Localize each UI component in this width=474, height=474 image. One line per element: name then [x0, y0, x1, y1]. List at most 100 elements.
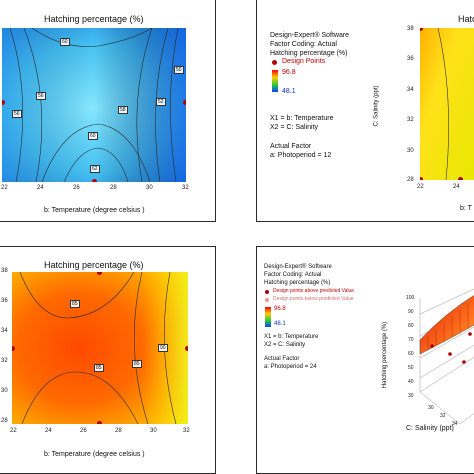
panel-a-contour-label: 58 — [118, 106, 128, 114]
panel-a-contour-label: 62 — [90, 165, 100, 173]
panel-c-y-tick: 30 — [1, 388, 8, 394]
panel-d-color-legend — [265, 307, 271, 327]
panel-c-design-point — [97, 272, 102, 275]
panel-a-contour-label: 50 — [174, 66, 184, 74]
panel-d-legend-max: 96.8 — [274, 306, 286, 312]
panel-b-title-partial: Hatchi — [458, 14, 474, 24]
panel-c-design-point — [97, 421, 102, 424]
panel-b-y-axis-label: C: Salinity (ppt) — [373, 85, 380, 127]
panel-b-design-points-legend: Design Points — [282, 58, 326, 65]
panel-c-contour-plot: 85 90 85 85 — [12, 272, 188, 424]
panel-c-y-tick: 34 — [1, 328, 8, 334]
panel-c-design-point — [185, 346, 188, 351]
panel-d-frame — [256, 246, 474, 474]
panel-c-title: Hatching percentage (%) — [44, 260, 144, 270]
panel-c-x-tick: 22 — [10, 428, 17, 434]
panel-c-x-tick: 28 — [115, 428, 122, 434]
panel-d-above-dot — [265, 290, 269, 294]
panel-d-z-tick: 80 — [408, 323, 414, 329]
panel-c-x-tick: 32 — [183, 428, 190, 434]
panel-c-y-tick: 28 — [1, 418, 8, 424]
panel-d-x-tick: 34 — [452, 421, 458, 427]
panel-a-x-tick: 32 — [182, 185, 189, 191]
panel-c-contour-label: 85 — [70, 300, 80, 308]
panel-d-below-dot — [265, 298, 269, 302]
panel-d-x-tick: 32 — [440, 413, 446, 419]
panel-d-x2: X2 = C: Salinity — [264, 342, 306, 348]
panel-b-actual-factor: Actual Factor — [270, 143, 312, 150]
panel-a-x-tick: 24 — [37, 185, 44, 191]
panel-b-y-tick: 34 — [407, 87, 414, 93]
panel-d-x-tick: 30 — [428, 405, 434, 411]
panel-a-x-tick: 28 — [110, 185, 117, 191]
panel-c-contour-label: 85 — [94, 364, 104, 372]
panel-d-actual-factor: Actual Factor — [264, 356, 300, 362]
panel-c-design-point — [12, 346, 15, 351]
panel-c-x-tick: 26 — [80, 428, 87, 434]
panel-b-design-point — [420, 177, 423, 180]
panel-a-contour-label: 60 — [88, 132, 98, 140]
panel-a-contour-plot: 60 56 56 58 60 62 52 50 — [2, 28, 186, 182]
panel-b-response: Hatching percentage (%) — [270, 50, 348, 57]
panel-b-x-axis-label-partial: b: T — [460, 205, 472, 212]
panel-c-contour-label: 85 — [132, 360, 142, 368]
panel-d-software: Design-Expert® Software — [264, 264, 332, 270]
panel-b-legend-max: 96.8 — [282, 69, 296, 76]
panel-c-contour-label: 90 — [158, 344, 168, 352]
panel-d-below-legend: Design points below predicted Value — [273, 296, 354, 302]
panel-b-y-tick: 36 — [407, 56, 414, 62]
panel-b-coding: Factor Coding: Actual — [270, 41, 337, 48]
panel-d-z-tick: 90 — [408, 309, 414, 315]
panel-d-z-tick: 60 — [408, 351, 414, 357]
panel-b-design-point — [458, 177, 463, 180]
panel-b-y-tick: 28 — [407, 177, 414, 183]
panel-b-contour-svg — [420, 28, 474, 180]
panel-d-above-legend: Design points above predicted Value — [273, 288, 355, 294]
panel-d-coding: Factor Coding: Actual — [264, 272, 322, 278]
panel-b-factor-value: a: Photoperiod = 12 — [270, 152, 332, 159]
panel-b-contour-plot — [420, 28, 474, 180]
panel-d-response: Hatching percentage (%) — [264, 280, 331, 286]
panel-d-z-tick: 40 — [408, 379, 414, 385]
panel-d-x-axis-label: C: Salinity (ppt) — [406, 425, 454, 432]
panel-d-z-tick: 50 — [408, 365, 414, 371]
panel-a-title: Hatching percentage (%) — [44, 14, 144, 24]
panel-c-y-tick: 38 — [1, 268, 8, 274]
panel-a-contour-label: 56 — [12, 110, 22, 118]
panel-d-z-axis-label: Hatching percentage (%) — [382, 321, 389, 389]
panel-b-x-tick: 22 — [417, 184, 424, 190]
panel-a-x-axis-label: b: Temperature (degree celsius ) — [44, 207, 145, 214]
panel-d-legend-min: 48.1 — [274, 321, 286, 327]
panel-a-design-point — [2, 100, 5, 105]
panel-a-contour-svg — [2, 28, 186, 182]
panel-d-surface-svg — [419, 288, 474, 425]
panel-d-surface-plot — [404, 284, 474, 434]
panel-b-y-tick: 32 — [407, 117, 414, 123]
panel-a-x-tick: 22 — [1, 185, 8, 191]
panel-a-design-point — [92, 179, 97, 182]
panel-c-x-tick: 24 — [45, 428, 52, 434]
panel-d-factor-value: a: Photoperiod = 24 — [264, 364, 317, 370]
panel-a-contour-label: 56 — [36, 92, 46, 100]
panel-b-software: Design-Expert® Software — [270, 32, 350, 39]
panel-d-z-tick: 30 — [408, 393, 414, 399]
panel-a-contour-label: 60 — [60, 38, 70, 46]
panel-b-design-point-legend-dot — [272, 60, 277, 65]
panel-c-x-tick: 30 — [150, 428, 157, 434]
panel-c-x-axis-label: b: Temperature (degree celsius ) — [44, 451, 145, 458]
panel-a-x-tick: 30 — [146, 185, 153, 191]
panel-b-x2: X2 = C: Salinity — [270, 124, 319, 131]
panel-c-y-tick: 32 — [1, 358, 8, 364]
panel-a-x-tick: 26 — [73, 185, 80, 191]
panel-d-z-tick: 70 — [408, 337, 414, 343]
panel-b-y-tick: 38 — [407, 26, 414, 32]
panel-a-design-point — [183, 100, 186, 105]
panel-b-x1: X1 = b: Temperature — [270, 115, 334, 122]
panel-b-color-legend — [272, 70, 278, 92]
panel-d-z-tick: 100 — [406, 295, 415, 301]
panel-d-x1: X1 = b: Temperature — [264, 334, 319, 340]
panel-a-contour-label: 52 — [156, 98, 166, 106]
panel-b-design-point — [420, 28, 423, 31]
panel-b-y-tick: 30 — [407, 148, 414, 154]
panel-b-x-tick: 24 — [453, 184, 460, 190]
